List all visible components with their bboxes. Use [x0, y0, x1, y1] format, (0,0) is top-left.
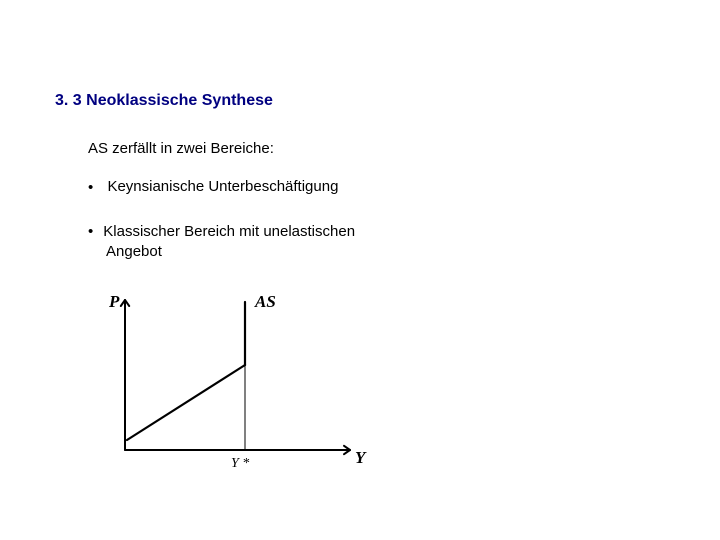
section-heading: 3. 3 Neoklassische Synthese — [55, 92, 273, 110]
ystar-label: Y * — [231, 456, 249, 472]
bullet-2: • Klassischer Bereich mit unelastischen A… — [88, 222, 408, 261]
y-axis-label: P — [109, 292, 119, 312]
bullet-dot-icon: • — [88, 179, 93, 196]
bullet-2-text-b: Angebot — [106, 242, 408, 262]
as-chart: P AS Y Y * — [105, 290, 375, 480]
bullet-dot-icon: • — [88, 222, 93, 242]
as-curve-label: AS — [255, 292, 276, 312]
slide: 3. 3 Neoklassische Synthese AS zerfällt … — [0, 0, 720, 540]
bullet-1: • Keynsianische Unterbeschäftigung — [88, 178, 338, 196]
bullet-2-text-a: Klassischer Bereich mit unelastischen — [103, 223, 355, 240]
x-axis-label: Y — [355, 448, 365, 468]
bullet-1-text: Keynsianische Unterbeschäftigung — [107, 178, 338, 195]
intro-text: AS zerfällt in zwei Bereiche: — [88, 140, 274, 157]
chart-svg — [105, 290, 375, 480]
